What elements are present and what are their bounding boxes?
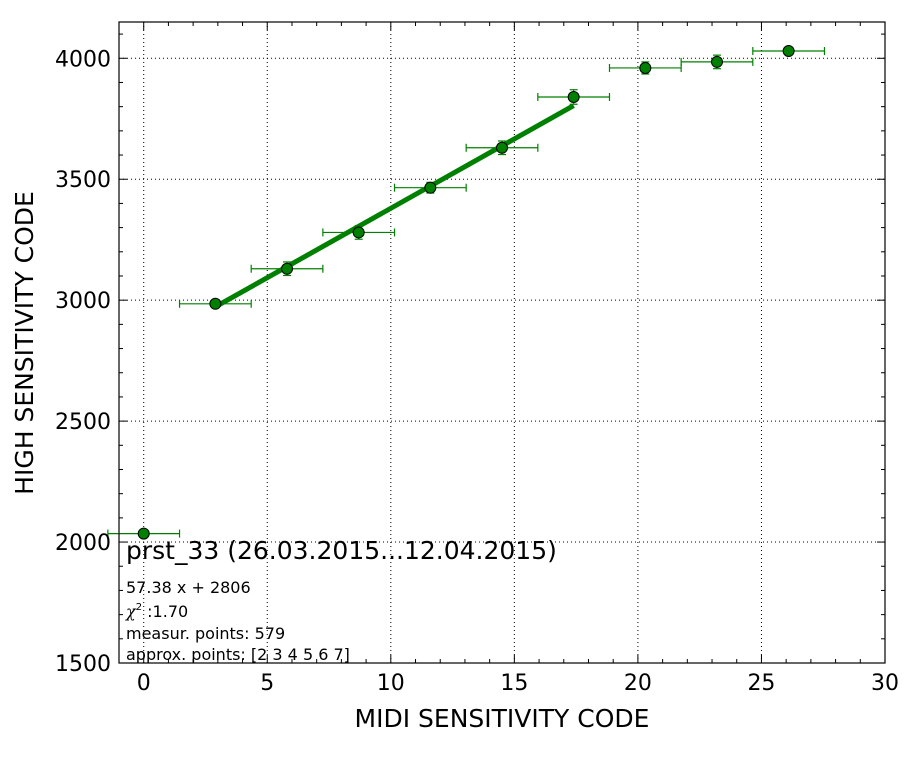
fit-line [214, 103, 575, 310]
chi-exponent: 2 [136, 602, 142, 613]
y-tick-label: 3000 [55, 289, 111, 314]
data-points [137, 45, 795, 540]
x-tick-label: 0 [137, 671, 151, 696]
x-tick-label: 10 [377, 671, 405, 696]
annotation-box: prst_33 (26.03.2015...12.04.2015) 57.38 … [125, 536, 557, 664]
data-point [424, 181, 437, 194]
measur-points: measur. points: 579 [126, 624, 285, 643]
data-point [137, 527, 150, 540]
data-point [567, 90, 580, 103]
data-point [710, 55, 723, 68]
approx-points: approx. points: [2 3 4 5 6 7] [126, 645, 350, 664]
x-tick-labels: 0 5 10 15 20 25 30 [137, 671, 899, 696]
y-tick-labels: 1500 2000 2500 3000 3500 4000 [55, 47, 111, 677]
data-point [281, 262, 294, 275]
x-tick-label: 20 [624, 671, 652, 696]
grid-lines [119, 22, 885, 663]
data-point [209, 297, 222, 310]
annotation-title: prst_33 (26.03.2015...12.04.2015) [126, 536, 557, 565]
data-point [352, 226, 365, 239]
y-tick-label: 3500 [55, 168, 111, 193]
chi-squared: χ2 :1.70 [125, 602, 188, 621]
chi-symbol: χ [125, 602, 137, 621]
y-axis-label: HIGH SENSITIVITY CODE [10, 191, 39, 495]
x-axis-label: MIDI SENSITIVITY CODE [355, 704, 650, 733]
x-tick-label: 25 [747, 671, 775, 696]
y-tick-label: 2000 [55, 531, 111, 556]
data-point [782, 45, 795, 58]
axis-ticks [118, 22, 886, 664]
data-point [639, 61, 652, 74]
chi-value: :1.70 [142, 602, 188, 621]
y-tick-label: 2500 [55, 410, 111, 435]
x-tick-label: 30 [871, 671, 899, 696]
y-tick-label: 1500 [55, 652, 111, 677]
data-point [496, 141, 508, 154]
error-bars [107, 47, 826, 538]
plot-frame [118, 21, 886, 664]
y-tick-label: 4000 [55, 47, 111, 72]
x-tick-label: 15 [500, 671, 528, 696]
x-tick-label: 5 [260, 671, 274, 696]
fit-equation: 57.38 x + 2806 [126, 578, 251, 597]
